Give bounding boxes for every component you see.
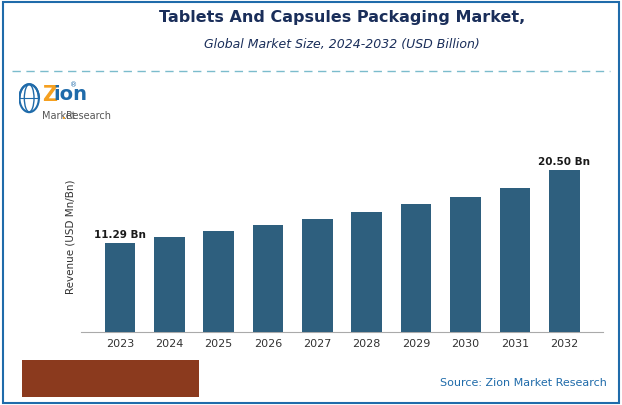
Bar: [253, 225, 284, 332]
Text: 20.50 Bn: 20.50 Bn: [538, 157, 590, 167]
Bar: [401, 205, 432, 332]
Text: CAGR : 6.10%: CAGR : 6.10%: [63, 372, 158, 385]
Text: Market: Market: [42, 111, 76, 121]
Y-axis label: Revenue (USD Mn/Bn): Revenue (USD Mn/Bn): [65, 180, 75, 294]
Bar: [203, 231, 234, 332]
Text: ®: ®: [70, 82, 77, 88]
Text: .: .: [62, 111, 66, 121]
Text: Tablets And Capsules Packaging Market,: Tablets And Capsules Packaging Market,: [159, 10, 525, 25]
Text: Z: Z: [42, 85, 57, 105]
Bar: [499, 188, 530, 332]
Bar: [549, 170, 580, 332]
Text: ion: ion: [53, 85, 88, 104]
Text: 11.29 Bn: 11.29 Bn: [94, 230, 146, 240]
Bar: [154, 237, 185, 332]
Text: Source: Zion Market Research: Source: Zion Market Research: [440, 378, 606, 388]
Text: Global Market Size, 2024-2032 (USD Billion): Global Market Size, 2024-2032 (USD Billi…: [204, 38, 480, 51]
Text: Research: Research: [65, 111, 111, 121]
Bar: [104, 243, 135, 332]
Bar: [351, 212, 382, 332]
Bar: [302, 219, 333, 332]
Bar: [450, 197, 481, 332]
